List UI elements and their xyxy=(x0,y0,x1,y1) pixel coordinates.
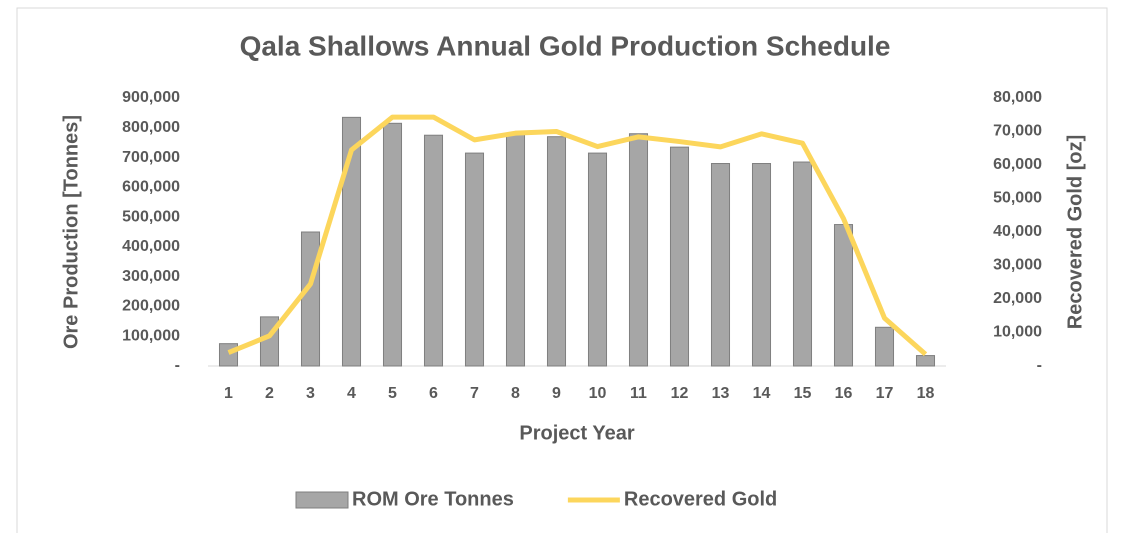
line xyxy=(227,114,928,357)
bar xyxy=(423,134,444,367)
x-tick-label: 7 xyxy=(470,385,479,402)
x-tick-label: 13 xyxy=(712,385,730,402)
x-tick-label: 8 xyxy=(511,385,520,402)
bar xyxy=(587,152,608,367)
y-axis-title: Ore Production [Tonnes] xyxy=(60,115,82,349)
x-tick-label: 18 xyxy=(917,385,935,402)
y2-tick-label: 70,000 xyxy=(993,123,1042,140)
y-tick-label: 600,000 xyxy=(122,179,180,196)
y2-tick-label: 80,000 xyxy=(993,89,1042,106)
x-tick-label: 12 xyxy=(671,385,689,402)
y-tick-label: - xyxy=(175,357,180,374)
y2-tick-label: 10,000 xyxy=(993,324,1042,341)
y2-tick-label: 60,000 xyxy=(993,156,1042,173)
bar xyxy=(751,163,772,367)
y2-tick-label: 50,000 xyxy=(993,190,1042,207)
x-tick-label: 1 xyxy=(224,385,233,402)
bar xyxy=(792,161,813,367)
x-tick-label: 2 xyxy=(265,385,274,402)
x-tick-label: 14 xyxy=(753,385,771,402)
bar xyxy=(218,343,239,367)
y-tick-label: 700,000 xyxy=(122,149,180,166)
bar xyxy=(833,224,854,367)
y2-tick-label: 20,000 xyxy=(993,290,1042,307)
x-tick-label: 17 xyxy=(876,385,894,402)
y-tick-label: 400,000 xyxy=(122,238,180,255)
bar xyxy=(710,163,731,367)
bar xyxy=(464,152,485,367)
y2-axis-title: Recovered Gold [oz] xyxy=(1064,135,1086,329)
x-tick-label: 3 xyxy=(306,385,315,402)
y2-tick-label: 40,000 xyxy=(993,223,1042,240)
chart-title: Qala Shallows Annual Gold Production Sch… xyxy=(240,30,891,61)
x-tick-label: 10 xyxy=(589,385,607,402)
legend-label: ROM Ore Tonnes xyxy=(352,488,514,510)
y-tick-label: 100,000 xyxy=(122,327,180,344)
x-axis-title: Project Year xyxy=(519,422,634,444)
x-tick-label: 6 xyxy=(429,385,438,402)
bar xyxy=(669,146,690,367)
y2-tick-label: - xyxy=(1037,357,1042,374)
x-tick-label: 15 xyxy=(794,385,812,402)
x-tick-label: 11 xyxy=(630,385,647,402)
y-tick-label: 900,000 xyxy=(122,89,180,106)
bar xyxy=(382,122,403,367)
y-tick-label: 300,000 xyxy=(122,268,180,285)
y-tick-label: 500,000 xyxy=(122,208,180,225)
y2-tick-label: 30,000 xyxy=(993,257,1042,274)
legend-swatch xyxy=(295,491,349,509)
bar xyxy=(546,136,567,367)
x-tick-label: 4 xyxy=(347,385,356,402)
bar xyxy=(874,326,895,367)
legend-label: Recovered Gold xyxy=(624,488,777,510)
x-tick-label: 9 xyxy=(552,385,561,402)
bar xyxy=(300,231,321,367)
x-tick-label: 16 xyxy=(835,385,853,402)
bar xyxy=(628,133,649,367)
bar xyxy=(341,116,362,367)
x-tick-label: 5 xyxy=(388,385,397,402)
y-tick-label: 800,000 xyxy=(122,119,180,136)
bar xyxy=(915,355,936,367)
bar xyxy=(505,133,526,367)
y-tick-label: 200,000 xyxy=(122,298,180,315)
